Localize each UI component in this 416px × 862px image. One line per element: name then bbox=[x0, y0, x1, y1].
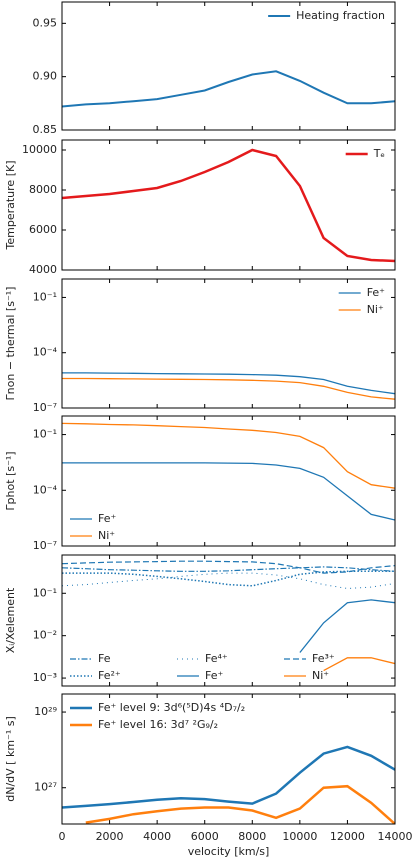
y-axis-label: dN/dV [ km⁻¹ s] bbox=[4, 716, 17, 802]
x-tick-label: 12000 bbox=[330, 830, 365, 843]
x-tick-label: 14000 bbox=[378, 830, 413, 843]
y-tick-label: 4000 bbox=[29, 263, 57, 276]
y-axis-label: Γphot [s⁻¹] bbox=[4, 451, 17, 510]
series-line bbox=[85, 784, 395, 824]
plot-frame bbox=[61, 139, 396, 271]
y-axis-label: Xᵢ/Xelement bbox=[4, 587, 17, 653]
x-tick-label: 0 bbox=[59, 830, 66, 843]
y-tick-label: 10⁻¹ bbox=[33, 290, 57, 303]
series-line bbox=[62, 566, 395, 572]
y-tick-label: 10⁻⁷ bbox=[33, 401, 57, 414]
y-tick-label: 10⁻¹ bbox=[33, 428, 57, 441]
series-line bbox=[62, 570, 395, 587]
x-tick-label: 8000 bbox=[238, 830, 266, 843]
legend-label: Fe⁴⁺ bbox=[205, 652, 228, 665]
legend-label: Fe²⁺ bbox=[98, 669, 121, 682]
series-line bbox=[62, 462, 395, 521]
y-tick-label: 0.90 bbox=[33, 70, 58, 83]
legend-label: Fe⁺ level 9: 3d⁶(⁵D)4s ⁴D₇/₂ bbox=[98, 701, 245, 714]
x-tick-label: 6000 bbox=[191, 830, 219, 843]
series-line bbox=[323, 657, 395, 672]
series-line bbox=[62, 148, 395, 263]
y-axis-label: Temperature [K] bbox=[4, 161, 17, 251]
y-tick-label: 10⁻⁷ bbox=[33, 539, 57, 552]
legend-label: Ni⁺ bbox=[367, 303, 384, 316]
legend-label: Ni⁺ bbox=[98, 529, 115, 542]
legend-label: Ni⁺ bbox=[312, 669, 329, 682]
x-tick-label: 10000 bbox=[282, 830, 317, 843]
y-tick-label: 10⁻¹ bbox=[33, 586, 57, 599]
series-line bbox=[62, 745, 395, 809]
plot-frame bbox=[61, 415, 396, 547]
y-tick-label: 10⁻⁴ bbox=[33, 483, 58, 496]
x-axis-label: velocity [km/s] bbox=[188, 845, 270, 858]
y-tick-label: 8000 bbox=[29, 183, 57, 196]
plot-frame bbox=[61, 554, 396, 687]
legend-label: Fe⁺ bbox=[98, 512, 116, 525]
x-tick-label: 4000 bbox=[143, 830, 171, 843]
y-tick-label: 0.85 bbox=[33, 123, 58, 136]
series-line bbox=[62, 560, 395, 574]
series-line bbox=[299, 599, 395, 653]
y-tick-label: 6000 bbox=[29, 223, 57, 236]
legend-label: Fe bbox=[98, 652, 111, 665]
x-tick-label: 2000 bbox=[96, 830, 124, 843]
series-line bbox=[62, 572, 395, 590]
y-axis-label: Γnon − thermal [s⁻¹] bbox=[4, 287, 17, 401]
legend-label: Fe⁺ level 16: 3d⁷ ²G₉/₂ bbox=[98, 718, 218, 731]
legend-label: Fe⁺ bbox=[367, 286, 385, 299]
series-line bbox=[62, 377, 395, 400]
series-line bbox=[62, 372, 395, 395]
y-tick-label: 10⁻² bbox=[33, 629, 57, 642]
legend-label: Fe³⁺ bbox=[312, 652, 335, 665]
legend-label: Tₑ bbox=[373, 147, 385, 160]
legend-label: Heating fraction bbox=[296, 9, 385, 22]
plot-frame bbox=[61, 278, 396, 409]
series-line bbox=[62, 422, 395, 489]
legend-label: Fe⁺ bbox=[205, 669, 223, 682]
y-tick-label: 10000 bbox=[22, 143, 57, 156]
y-tick-label: 0.95 bbox=[33, 16, 58, 29]
plot-frame bbox=[61, 693, 396, 825]
y-tick-label: 10²⁹ bbox=[34, 705, 57, 718]
plot-frame bbox=[61, 1, 396, 131]
y-tick-label: 10⁻³ bbox=[33, 671, 57, 684]
series-line bbox=[62, 70, 395, 108]
y-tick-label: 10⁻⁴ bbox=[33, 346, 58, 359]
y-tick-label: 10²⁷ bbox=[34, 781, 57, 794]
